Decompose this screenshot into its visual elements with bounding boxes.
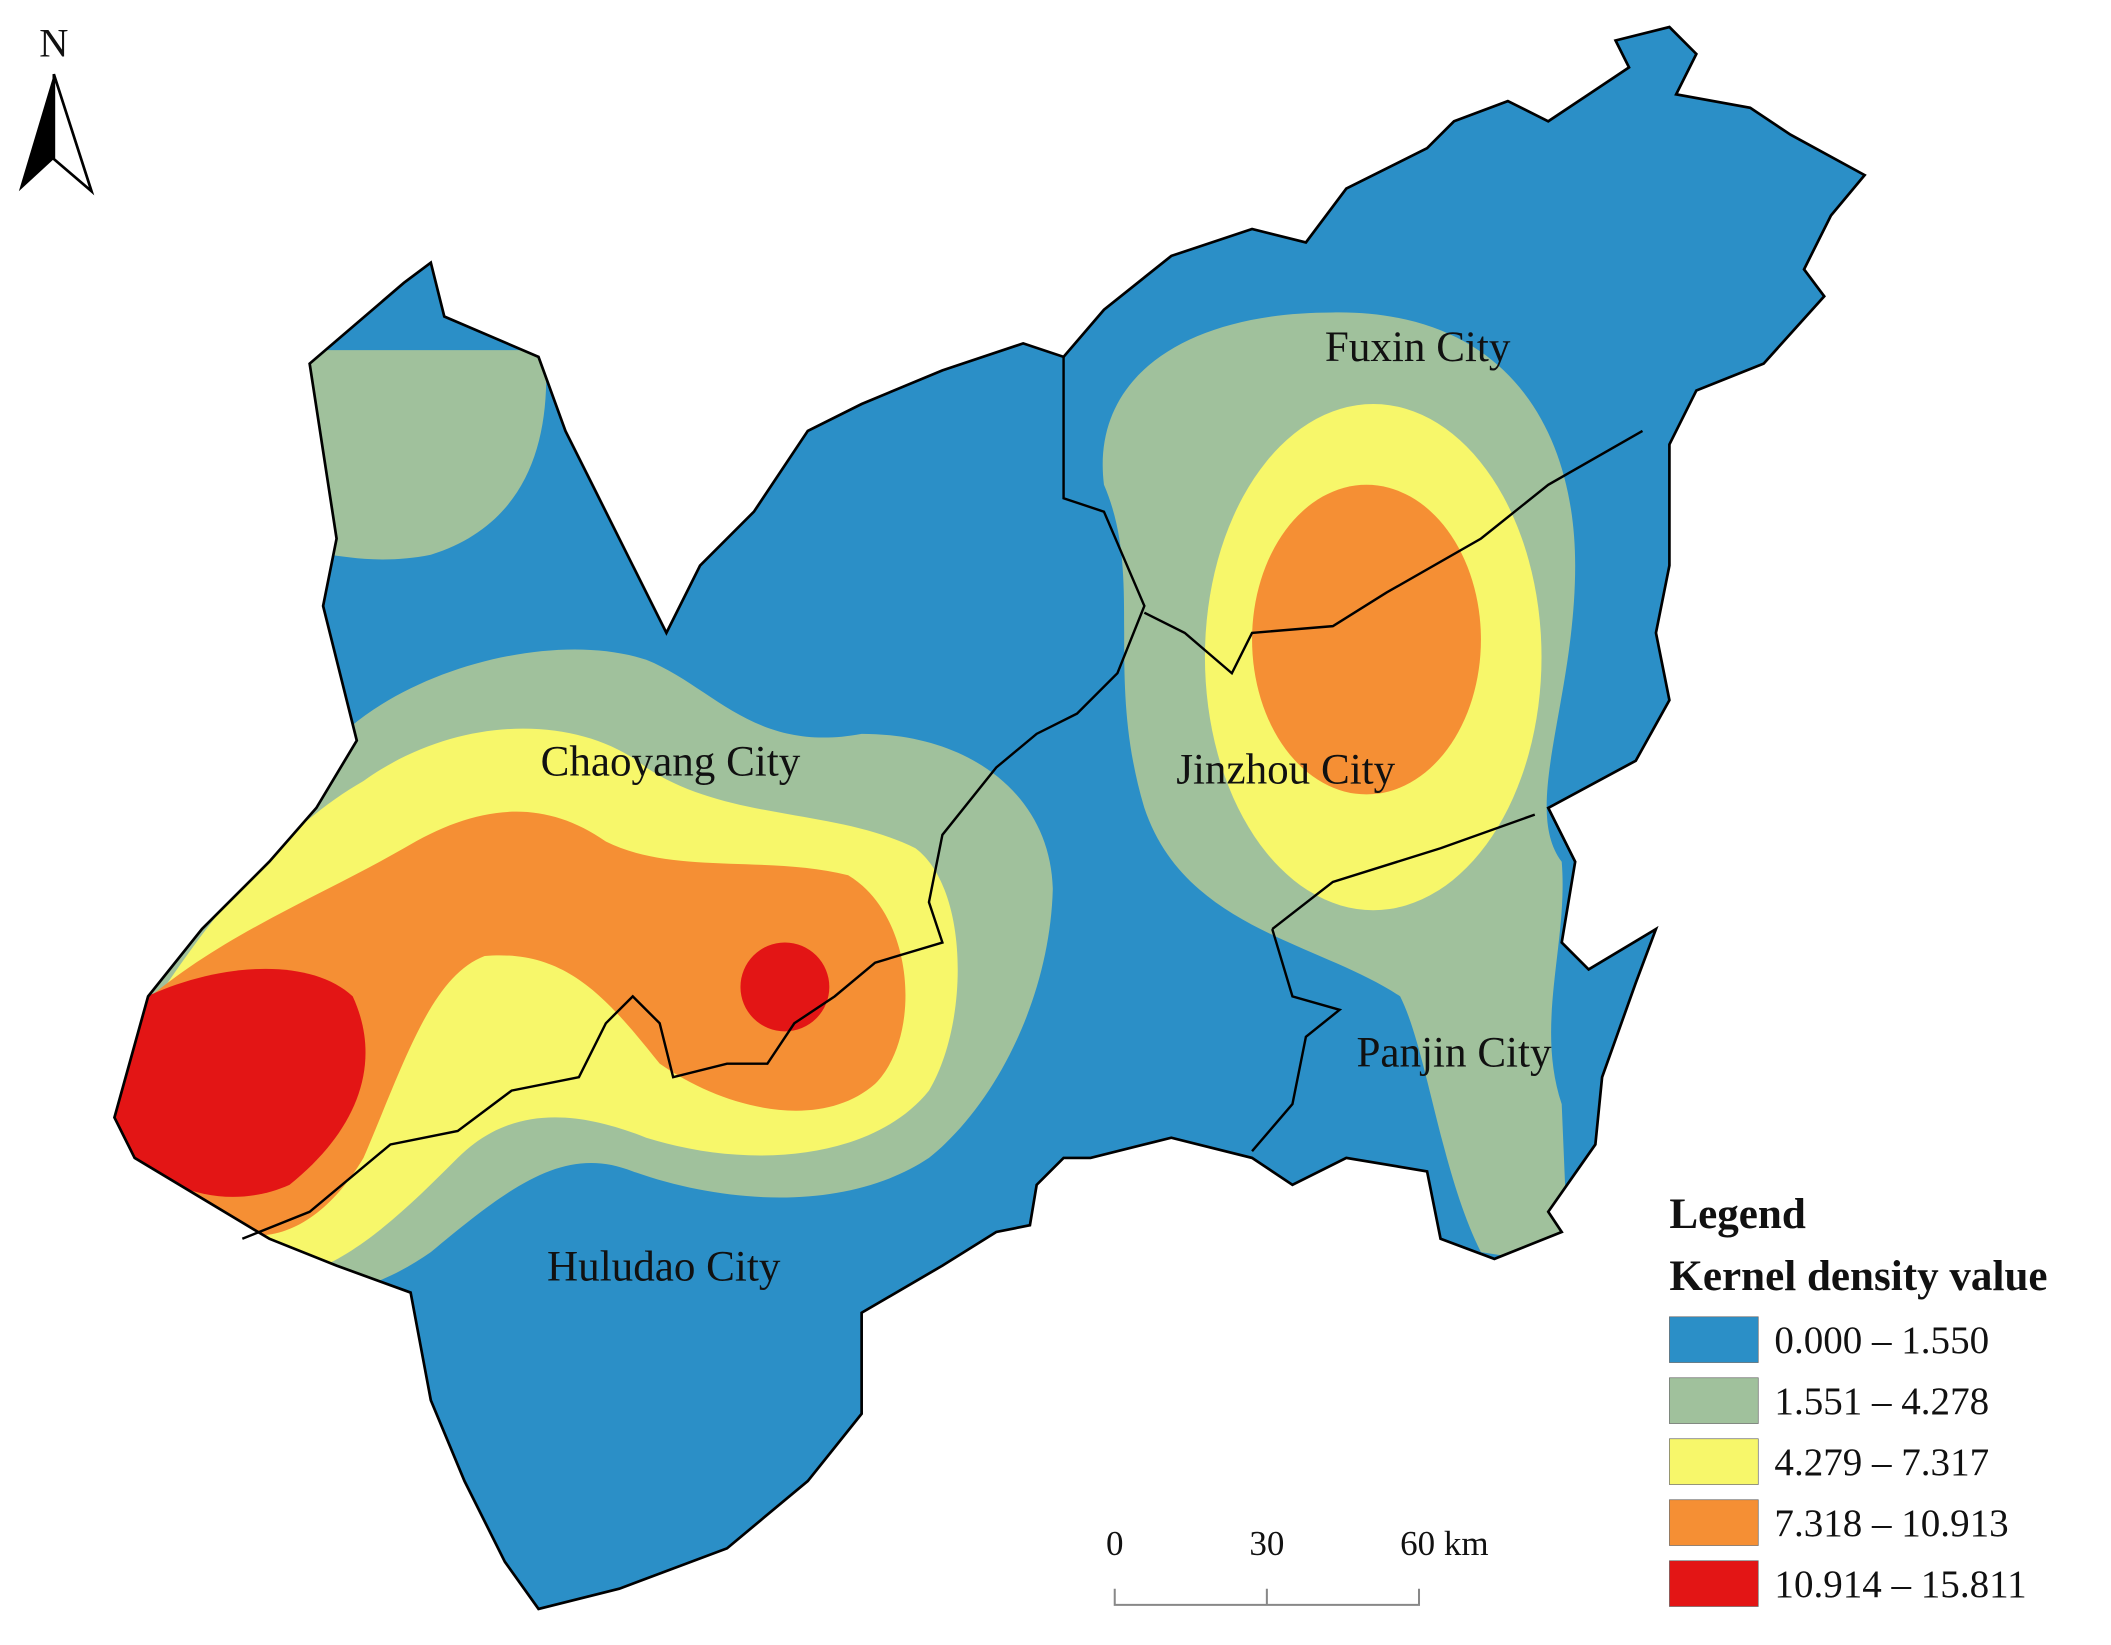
scale-label: 0 [1106,1524,1124,1563]
legend-swatch [1669,1499,1759,1546]
legend-swatch [1669,1560,1759,1607]
city-label: Panjin City [1356,1029,1552,1076]
north-arrow: N [18,21,95,196]
city-borders [241,356,1644,1240]
city-label: Chaoyang City [541,739,801,786]
arrow-half [52,73,95,196]
scale-bar: 0 30 60 km [1106,1524,1489,1606]
north-label: N [39,21,68,66]
city-label: Huludao City [547,1243,781,1290]
arrow-half [18,74,54,192]
legend-label: 1.551 – 4.278 [1774,1380,1989,1423]
city-label: Jinzhou City [1176,747,1395,794]
density-band [114,968,366,1197]
legend-label: 0.000 – 1.550 [1774,1319,1989,1362]
legend-subtitle: Kernel density value [1669,1253,2047,1300]
legend-label: 10.914 – 15.811 [1774,1563,2026,1606]
density-band [296,350,547,560]
scale-label: 60 km [1400,1524,1488,1563]
legend-swatch [1669,1316,1759,1363]
border [1271,813,1536,931]
border [241,356,1146,1240]
border [1143,429,1644,676]
legend-swatch [1669,1438,1759,1485]
legend-label: 4.279 – 7.317 [1774,1441,1989,1484]
legend-swatch [1669,1377,1759,1424]
city-label: Fuxin City [1325,324,1511,371]
scale-label: 30 [1249,1524,1284,1563]
border [1251,928,1343,1152]
legend-label: 7.318 – 10.913 [1774,1502,2008,1545]
legend-title: Legend [1669,1191,1805,1238]
density-band [1252,484,1481,795]
density-band [740,942,830,1032]
